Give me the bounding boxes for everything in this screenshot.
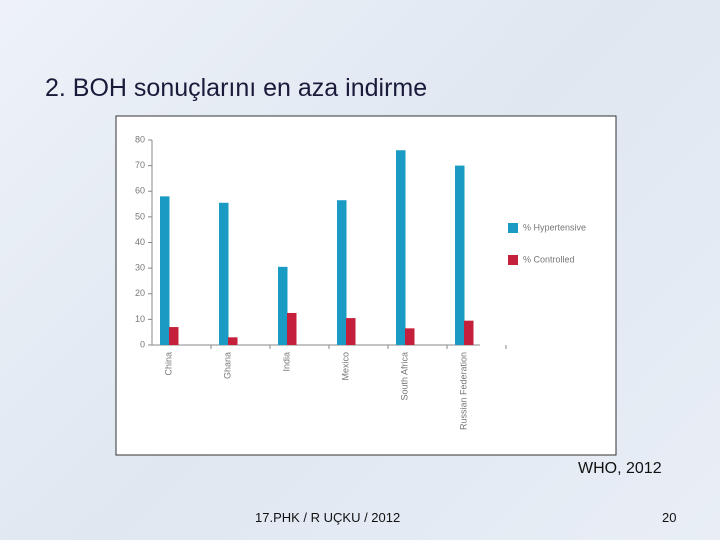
x-tick-label: Mexico bbox=[340, 352, 350, 381]
legend-label: % Controlled bbox=[523, 254, 575, 264]
y-tick-label: 0 bbox=[140, 339, 145, 349]
bar bbox=[287, 312, 297, 345]
bar bbox=[396, 150, 406, 345]
y-tick-label: 70 bbox=[135, 160, 145, 170]
x-tick-label: Russian Federation bbox=[458, 352, 468, 430]
bar bbox=[160, 196, 170, 345]
bar bbox=[346, 318, 356, 345]
source: WHO, 2012 bbox=[578, 460, 662, 477]
bar bbox=[405, 328, 415, 345]
footer: 17.PHK / R UÇKU / 2012 bbox=[255, 510, 401, 525]
x-tick-label: Ghana bbox=[222, 352, 232, 379]
x-tick-label: China bbox=[163, 352, 173, 376]
x-tick-label: India bbox=[281, 352, 291, 372]
legend-swatch bbox=[508, 223, 518, 233]
y-tick-label: 40 bbox=[135, 237, 145, 247]
chart-frame bbox=[115, 115, 617, 456]
legend-swatch bbox=[508, 255, 518, 265]
y-tick-label: 20 bbox=[135, 288, 145, 298]
bar bbox=[169, 327, 179, 345]
y-tick-label: 60 bbox=[135, 186, 145, 196]
legend-label: % Hypertensive bbox=[523, 222, 586, 232]
page-number: 20 bbox=[662, 510, 677, 525]
y-tick-label: 10 bbox=[135, 314, 145, 324]
y-tick-label: 30 bbox=[135, 263, 145, 273]
slide-title: 2. BOH sonuçlarını en aza indirme bbox=[45, 74, 428, 102]
bar bbox=[278, 266, 288, 345]
y-tick-label: 80 bbox=[135, 134, 145, 144]
bar bbox=[228, 337, 238, 345]
bar bbox=[337, 200, 347, 345]
bar bbox=[464, 320, 474, 345]
x-tick-label: South Africa bbox=[399, 352, 409, 401]
y-tick-label: 50 bbox=[135, 211, 145, 221]
bar bbox=[219, 202, 229, 345]
bar bbox=[455, 165, 465, 345]
